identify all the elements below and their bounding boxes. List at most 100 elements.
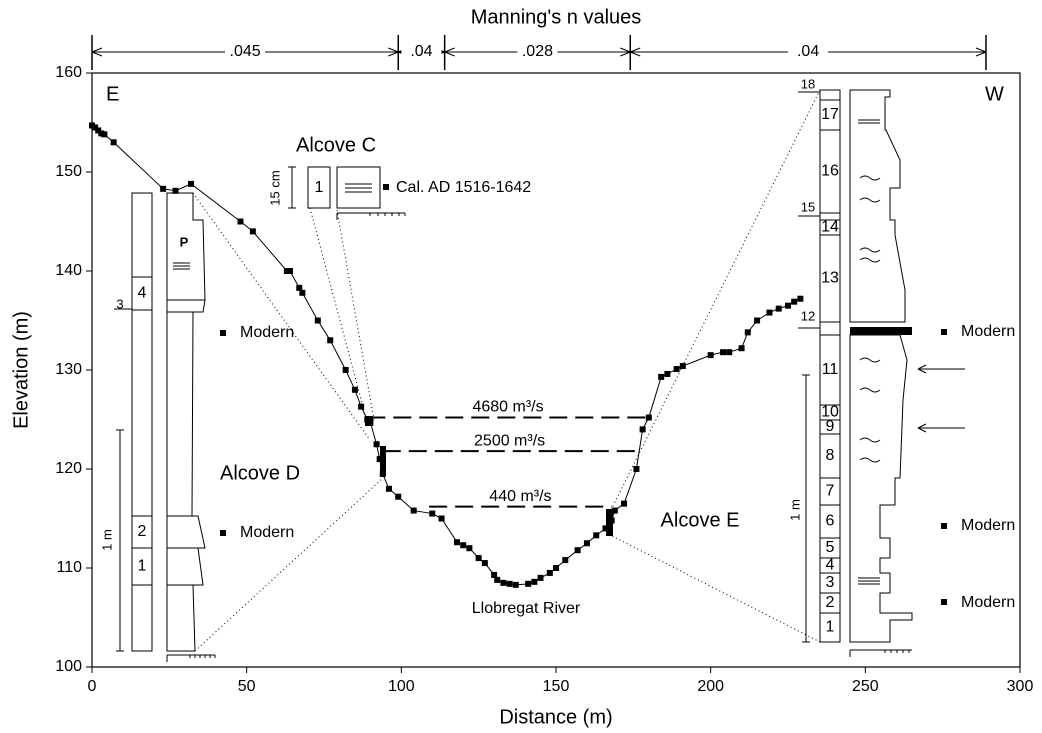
lithology-mark: P [180,234,189,249]
y-tick-label: 110 [56,559,82,576]
profile-point [720,349,727,356]
alcove-c-column [288,166,406,220]
profile-point [454,539,461,546]
alcove-e-age: Modern [961,594,1015,611]
unit-label: 11 [822,361,839,378]
manning-label-bg [401,43,442,61]
profile-point [546,569,553,576]
profile-point [553,565,559,571]
x-tick-label: 150 [543,678,570,695]
profile-point [754,317,761,324]
age-marker [220,530,226,536]
profile-point [89,122,95,129]
profile-point [429,510,436,517]
profile-point [187,180,194,187]
unit-label: 3 [116,296,123,311]
profile-point [95,127,102,134]
profile-point [438,515,445,522]
alcove-e-lithology [798,89,965,657]
unit-label: 2 [826,594,835,611]
unit-label: 5 [826,539,835,556]
profile-point [481,560,488,567]
y-tick-label: 100 [55,658,82,675]
y-tick-label: 140 [55,262,82,279]
unit-box [819,89,841,101]
profile-point [491,571,498,578]
unit-label: 15 [801,199,815,214]
profile-point [744,329,751,336]
profile-point [583,540,590,547]
profile-point [679,363,686,370]
profile-point [602,525,609,532]
profile-point [101,131,108,138]
profile-point [537,574,544,581]
manning-label-bg [517,43,558,61]
profile-point [791,298,798,305]
unit-label: 2 [138,523,147,540]
x-tick-label: 100 [388,678,415,695]
age-marker [941,599,947,605]
unit-label: 10 [821,404,839,421]
y-tick-label: 160 [55,64,82,81]
profile-point [410,507,417,514]
profile-point [562,557,569,564]
age-marker [941,523,947,529]
y-axis-label: Elevation (m) [10,311,32,429]
unit-box [131,584,153,652]
manning-label: .04 [410,43,432,60]
profile-point [525,580,532,587]
alcove-c-unit: 1 [315,179,324,196]
alcove-d-label: Alcove D [220,462,300,484]
correlation-lines [192,89,821,652]
profile-point [460,542,467,549]
alcove-d-age: Modern [240,524,294,541]
profile-point [726,349,733,356]
unit-label: 18 [801,76,815,91]
alcove-c-label: Alcove C [296,134,376,156]
west-label: W [985,83,1004,105]
discharge-label: 2500 m³/s [474,432,545,449]
unit-label: 13 [821,270,839,287]
unit-label: 14 [821,219,839,236]
profile-point [621,500,628,507]
age-marker [220,330,226,336]
profile-point [608,517,615,524]
unit-box [131,192,153,278]
alcove-e-label: Alcove E [661,509,740,531]
profile-point [367,419,374,426]
manning-label-bg [788,43,829,61]
unit-label: 4 [138,285,147,302]
alcove-d-age: Modern [240,324,294,341]
profile-point [797,295,804,302]
x-tick-label: 250 [852,678,879,695]
x-tick-label: 50 [238,678,256,695]
alcove-e-scale: 1 m [787,499,802,521]
profile-point [633,466,640,472]
profile-point [593,532,600,539]
site-d [380,446,386,476]
age-marker [941,329,947,335]
profile-point [738,345,745,352]
profile-point [645,414,652,421]
unit-label: 17 [821,106,839,123]
profile-point [160,185,167,192]
x-tick-label: 0 [88,678,97,695]
profile-point [707,352,714,359]
profile-point [466,545,473,552]
profile-point [314,317,321,324]
unit-label: 8 [826,447,835,464]
profile-point [249,228,256,235]
plot-frame [91,72,1021,668]
manning-label: .04 [797,43,819,60]
profile-point [500,579,507,586]
profile-point [494,576,501,583]
manning-label: .028 [522,43,553,60]
east-label: E [106,83,119,105]
unit-label: 16 [821,163,839,180]
alcove-d-scale: 1 m [99,529,114,551]
profile-point [574,547,581,554]
profile-point [327,337,334,344]
profile-point [351,386,358,393]
unit-box [819,321,841,336]
